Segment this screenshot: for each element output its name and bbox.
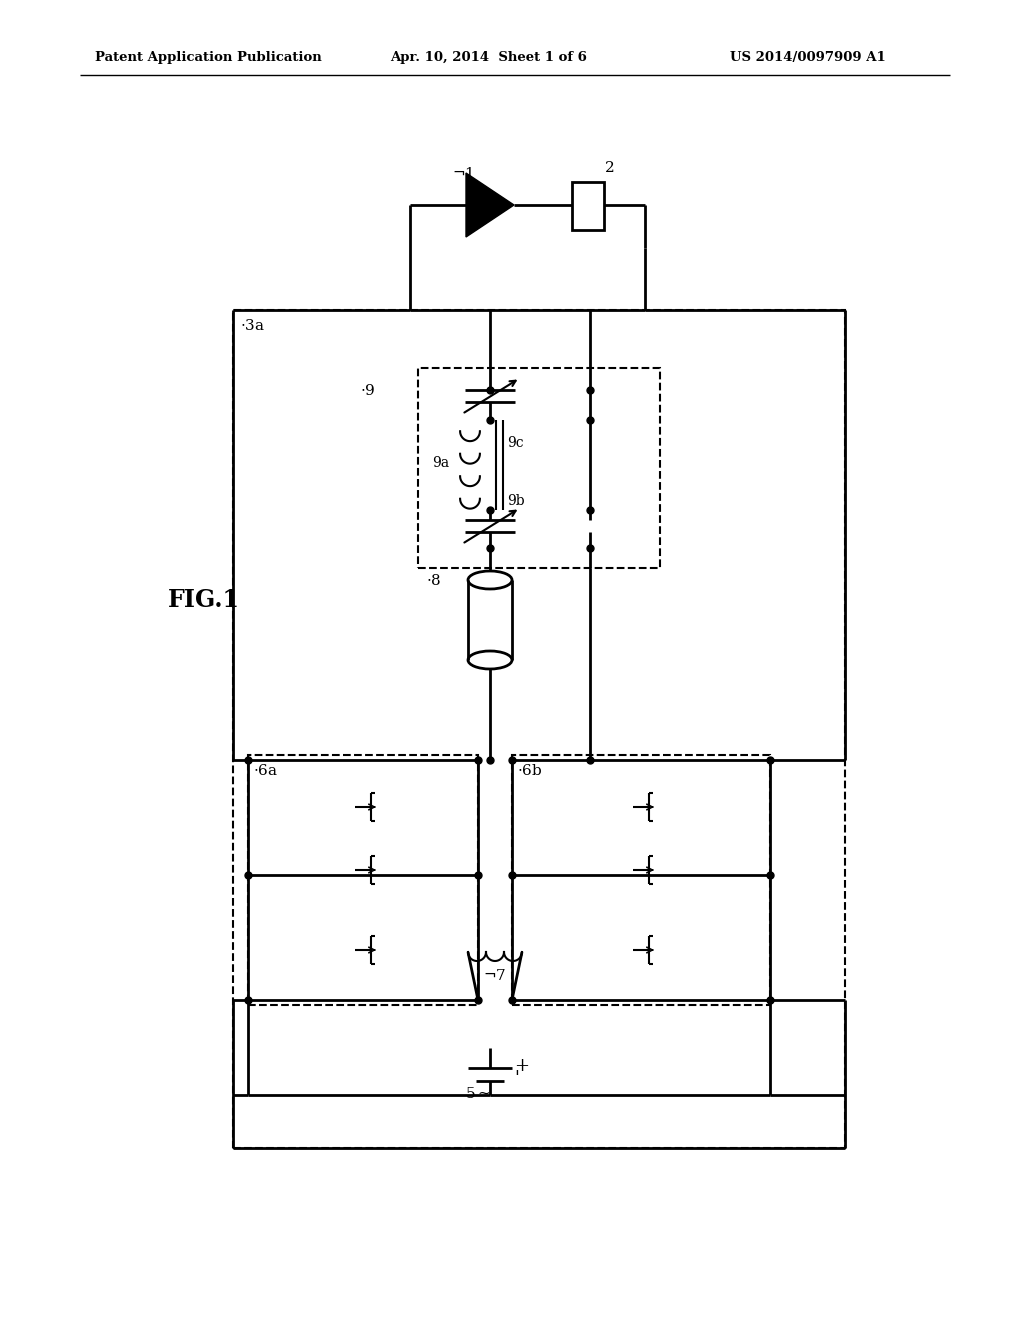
Text: ': ' [514,1071,519,1088]
Text: 9c: 9c [507,436,523,450]
Text: 9b: 9b [507,494,524,508]
Text: $\neg$1: $\neg$1 [452,166,474,181]
Text: FIG.1: FIG.1 [168,587,240,612]
Text: Apr. 10, 2014  Sheet 1 of 6: Apr. 10, 2014 Sheet 1 of 6 [390,50,587,63]
Bar [248,755,478,1005]
Bar [512,755,770,1005]
Text: 2: 2 [605,161,614,176]
Text: +: + [514,1057,529,1074]
Text: 9a: 9a [432,455,450,470]
Text: $\cdot$3a: $\cdot$3a [240,318,265,333]
Text: Patent Application Publication: Patent Application Publication [95,50,322,63]
Text: 5$\sim$: 5$\sim$ [465,1086,490,1101]
Text: $\cdot$9: $\cdot$9 [360,383,376,399]
Text: US 2014/0097909 A1: US 2014/0097909 A1 [730,50,886,63]
Bar [418,368,660,568]
Text: $\cdot$6b: $\cdot$6b [517,763,543,777]
Bar [572,182,604,230]
Text: $\cdot$8: $\cdot$8 [426,573,441,587]
Text: $\cdot$6a: $\cdot$6a [253,763,279,777]
Bar [233,310,845,1148]
Text: $\neg$7: $\neg$7 [483,968,506,983]
Polygon shape [466,173,514,238]
